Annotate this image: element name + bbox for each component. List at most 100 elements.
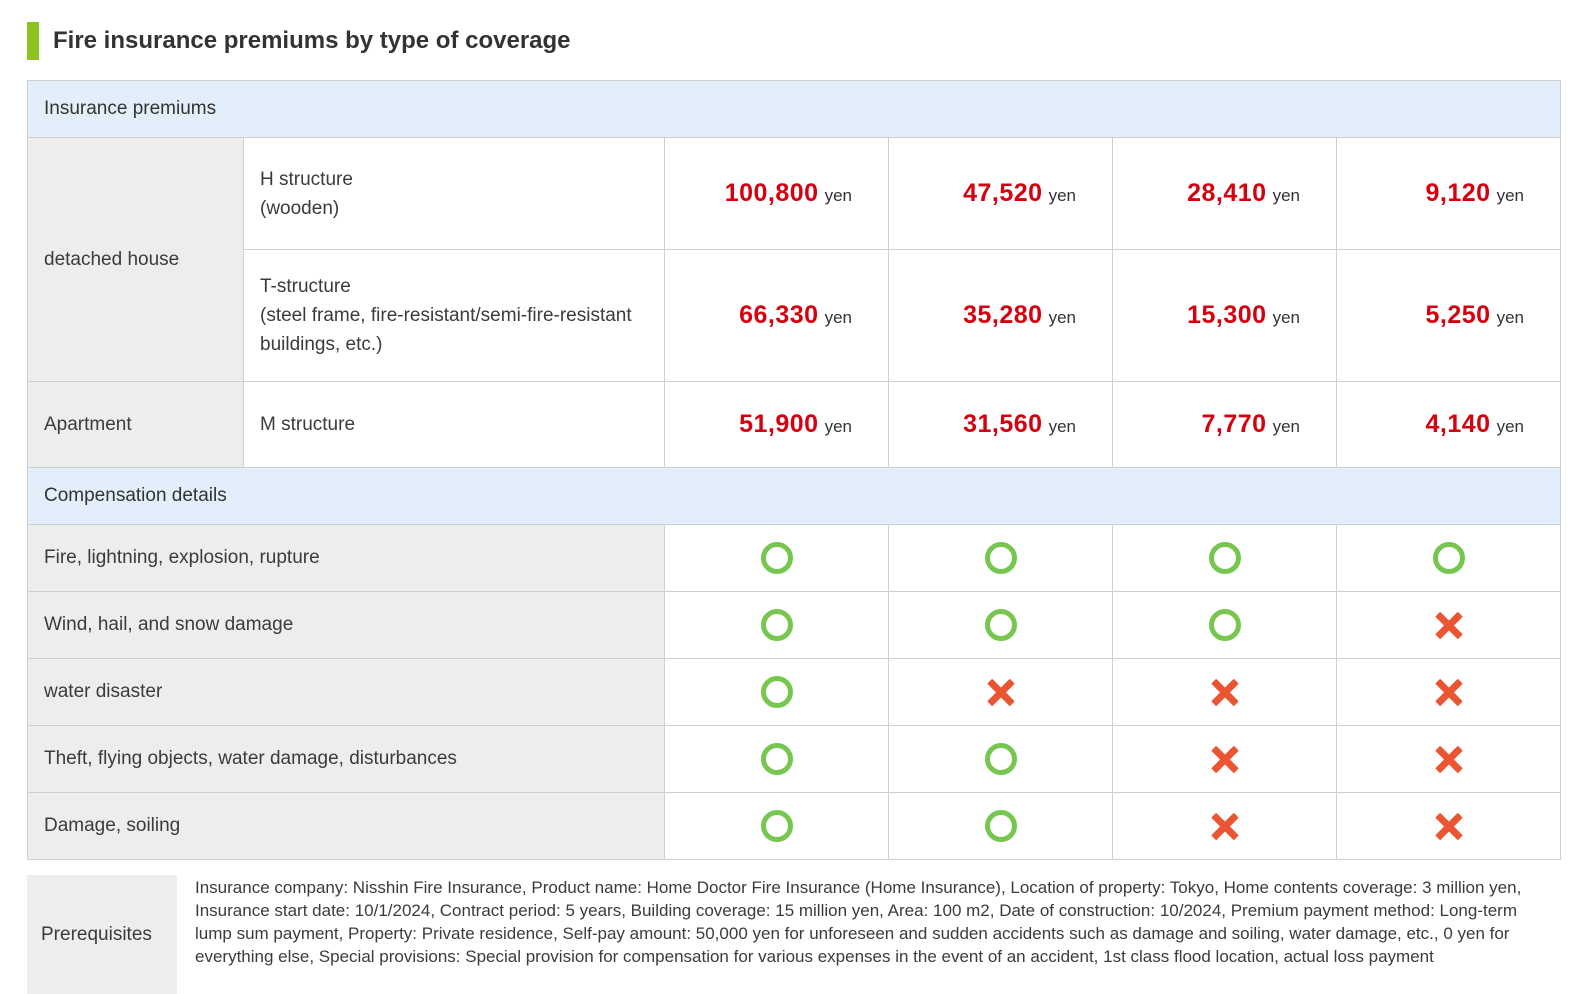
circle-icon [984, 743, 1017, 775]
premium-unit: yen [1048, 308, 1076, 327]
circle-icon [984, 810, 1017, 842]
premium-unit: yen [1272, 186, 1300, 205]
structure-cell: H structure (wooden) [243, 137, 665, 250]
premium-unit: yen [1272, 417, 1300, 436]
premium-amount: 15,300 [1187, 301, 1267, 329]
mark-cell [888, 725, 1113, 793]
coverage-row: Wind, hail, and snow damage [27, 591, 1561, 659]
page-header: Fire insurance premiums by type of cover… [27, 21, 1590, 61]
cross-icon [1209, 676, 1241, 708]
premium-cell: 66,330 yen [664, 249, 889, 382]
mark-cell [664, 725, 889, 793]
prerequisites-label: Prerequisites [27, 875, 177, 994]
mark-cell [1336, 725, 1561, 793]
insurance-premiums-section-row: Insurance premiums [27, 80, 1561, 138]
category-cell-detached-house: detached house [27, 137, 244, 382]
circle-icon [984, 542, 1017, 574]
cross-icon [1433, 676, 1465, 708]
mark-cell [1336, 792, 1561, 860]
circle-icon [984, 609, 1017, 641]
premium-amount: 35,280 [963, 301, 1043, 329]
premium-amount: 5,250 [1425, 301, 1491, 329]
mark-cell [888, 524, 1113, 592]
premium-amount: 47,520 [963, 179, 1043, 207]
coverage-row: Fire, lightning, explosion, rupture [27, 524, 1561, 592]
premium-cell: 100,800 yen [664, 137, 889, 250]
premium-row: detached house H structure (wooden) 100,… [27, 137, 1561, 382]
circle-icon [760, 676, 793, 708]
mark-cell [888, 591, 1113, 659]
coverage-row-label: Theft, flying objects, water damage, dis… [27, 725, 665, 793]
cross-icon [1433, 609, 1465, 641]
premium-cell: 47,520 yen [888, 137, 1113, 250]
circle-icon [760, 810, 793, 842]
circle-icon [1208, 609, 1241, 641]
premium-unit: yen [824, 308, 852, 327]
premium-amount: 31,560 [963, 410, 1043, 438]
premium-amount: 66,330 [739, 301, 819, 329]
premium-cell: 28,410 yen [1112, 137, 1337, 250]
premium-amount: 7,770 [1201, 410, 1267, 438]
accent-bar [27, 22, 39, 60]
prerequisites-section: Prerequisites Insurance company: Nisshin… [27, 875, 1560, 994]
premium-unit: yen [1048, 417, 1076, 436]
insurance-table: Insurance premiums detached house H stru… [27, 80, 1561, 860]
premium-cell: 51,900 yen [664, 381, 889, 468]
premium-amount: 100,800 [724, 179, 819, 207]
premium-cell: 7,770 yen [1112, 381, 1337, 468]
premium-cell: 31,560 yen [888, 381, 1113, 468]
circle-icon [1208, 542, 1241, 574]
coverage-row: Damage, soiling [27, 792, 1561, 860]
structure-cell: M structure [243, 381, 665, 468]
cross-icon [985, 676, 1017, 708]
cross-icon [1209, 743, 1241, 775]
mark-cell [1112, 658, 1337, 726]
mark-cell [888, 658, 1113, 726]
coverage-row-label: Wind, hail, and snow damage [27, 591, 665, 659]
premium-cell: 35,280 yen [888, 249, 1113, 382]
premium-cell: 4,140 yen [1336, 381, 1561, 468]
mark-cell [664, 524, 889, 592]
mark-cell [1112, 591, 1337, 659]
mark-cell [1336, 658, 1561, 726]
mark-cell [1336, 524, 1561, 592]
structure-cell: T-structure (steel frame, fire-resistant… [243, 249, 665, 382]
circle-icon [760, 542, 793, 574]
mark-cell [1112, 725, 1337, 793]
circle-icon [760, 609, 793, 641]
mark-cell [664, 658, 889, 726]
mark-cell [664, 792, 889, 860]
premium-amount: 51,900 [739, 410, 819, 438]
cross-icon [1209, 810, 1241, 842]
mark-cell [664, 591, 889, 659]
coverage-row: Theft, flying objects, water damage, dis… [27, 725, 1561, 793]
prerequisites-text: Insurance company: Nisshin Fire Insuranc… [195, 878, 1522, 966]
premium-unit: yen [824, 417, 852, 436]
premium-unit: yen [1496, 186, 1524, 205]
premium-unit: yen [824, 186, 852, 205]
mark-cell [1336, 591, 1561, 659]
compensation-details-section-row: Compensation details [27, 467, 1561, 525]
circle-icon [1432, 542, 1465, 574]
premium-amount: 28,410 [1187, 179, 1267, 207]
premium-cell: 15,300 yen [1112, 249, 1337, 382]
mark-cell [888, 792, 1113, 860]
premium-unit: yen [1048, 186, 1076, 205]
insurance-premiums-header: Insurance premiums [27, 80, 1561, 138]
premium-amount: 9,120 [1425, 179, 1491, 207]
premium-unit: yen [1496, 417, 1524, 436]
circle-icon [760, 743, 793, 775]
mark-cell [1112, 792, 1337, 860]
cross-icon [1433, 743, 1465, 775]
premium-row: T-structure (steel frame, fire-resistant… [28, 249, 1561, 382]
premium-unit: yen [1496, 308, 1524, 327]
category-cell-apartment: Apartment [27, 381, 244, 468]
premium-cell: 5,250 yen [1336, 249, 1561, 382]
compensation-details-header: Compensation details [27, 467, 1561, 525]
premium-unit: yen [1272, 308, 1300, 327]
premium-amount: 4,140 [1425, 410, 1491, 438]
coverage-row-label: water disaster [27, 658, 665, 726]
cross-icon [1433, 810, 1465, 842]
premium-cell: 9,120 yen [1336, 137, 1561, 250]
mark-cell [1112, 524, 1337, 592]
